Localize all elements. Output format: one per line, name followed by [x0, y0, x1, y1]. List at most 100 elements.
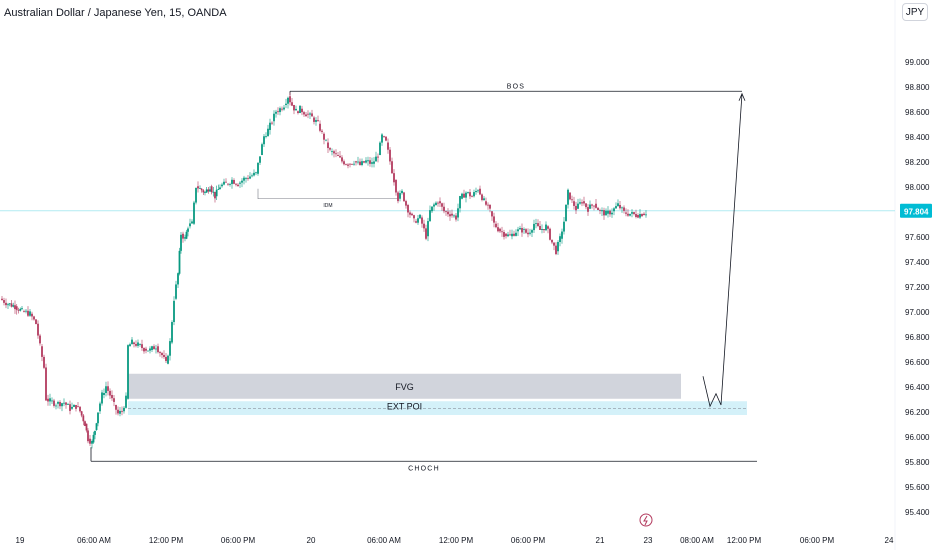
candle-body: [39, 335, 41, 344]
candle-body: [235, 183, 237, 185]
currency-button[interactable]: JPY: [902, 3, 928, 21]
candle-body: [169, 341, 171, 356]
candle-body: [645, 214, 647, 216]
candle-body: [147, 350, 149, 352]
candle-body: [589, 204, 591, 209]
time-tick-label: 19: [16, 536, 25, 545]
candle-body: [501, 231, 503, 233]
candle-body: [477, 190, 479, 192]
price-tick-label: 97.400: [905, 258, 930, 267]
candle-body: [491, 211, 493, 217]
candle-body: [519, 228, 521, 230]
candle-body: [103, 392, 105, 395]
candle-body: [537, 223, 539, 226]
candle-body: [301, 108, 303, 113]
candle-body: [29, 311, 31, 316]
candle-body: [619, 205, 621, 209]
candle-body: [109, 390, 111, 396]
candle-body: [437, 202, 439, 204]
candle-body: [407, 205, 409, 213]
candle-body: [485, 201, 487, 205]
candle-body: [323, 133, 325, 140]
candle-body: [471, 196, 473, 198]
candle-body: [115, 405, 117, 410]
candle-body: [355, 161, 357, 163]
candle-body: [529, 232, 531, 234]
candle-body: [385, 136, 387, 141]
candle-body: [279, 108, 281, 113]
candle-body: [65, 402, 67, 405]
candle-body: [447, 211, 449, 215]
candle-body: [413, 215, 415, 219]
candle-body: [10, 303, 13, 307]
candle-body: [449, 214, 451, 217]
candle-body: [465, 192, 467, 198]
bos-label: BOS: [507, 83, 525, 90]
candle-body: [131, 339, 133, 345]
candle-body: [47, 398, 49, 402]
chart-title: Australian Dollar / Japanese Yen, 15, OA…: [4, 7, 227, 19]
current-price-label: 97.804: [904, 207, 929, 216]
candle-body: [631, 212, 633, 214]
candle-body: [341, 157, 343, 162]
candle-body: [551, 239, 553, 243]
candle-body: [575, 205, 577, 211]
candle-body: [239, 182, 241, 184]
candle-body: [27, 310, 29, 316]
idm-line: [257, 188, 398, 200]
candle-body: [45, 367, 47, 401]
candle-body: [585, 203, 587, 208]
candle-body: [107, 386, 109, 391]
time-tick-label: 06:00 AM: [77, 536, 111, 545]
candle-body: [383, 136, 385, 138]
candle-body: [189, 223, 191, 227]
candle-body: [1, 298, 3, 301]
choch-label: CHOCH: [408, 465, 440, 472]
candle-body: [145, 348, 147, 351]
candle-body: [171, 322, 173, 343]
price-tick-label: 99.000: [905, 58, 930, 67]
candle-body: [217, 189, 220, 190]
candle-body: [8, 303, 11, 305]
candle-body: [243, 177, 245, 181]
candle-body: [635, 214, 637, 217]
candle-body: [467, 192, 469, 193]
candle-body: [271, 122, 273, 124]
candle-body: [611, 212, 613, 215]
candle-body: [325, 139, 327, 141]
price-tick-label: 95.800: [905, 458, 930, 467]
candle-body: [553, 242, 555, 246]
candle-body: [333, 151, 335, 154]
candle-body: [531, 230, 533, 233]
candle-body: [523, 229, 525, 231]
candle-body: [121, 410, 123, 412]
candle-body: [395, 180, 397, 193]
candle-body: [633, 212, 635, 215]
candle-body: [21, 308, 23, 310]
candle-body: [503, 231, 505, 237]
ext-poi-zone: [128, 401, 747, 415]
candle-body: [557, 242, 559, 252]
candle-body: [12, 305, 15, 307]
candle-body: [95, 423, 98, 430]
time-tick-label: 12:00 PM: [439, 536, 474, 545]
price-tick-label: 96.400: [905, 383, 930, 392]
candle-body: [215, 189, 218, 197]
candle-body: [305, 114, 307, 117]
price-tick-label: 96.000: [905, 433, 930, 442]
candle-body: [605, 210, 607, 216]
candle-body: [617, 203, 619, 207]
candle-body: [214, 191, 216, 199]
candle-body: [459, 196, 461, 209]
candle-body: [135, 344, 137, 346]
candle-body: [79, 406, 81, 412]
price-tick-label: 97.000: [905, 308, 930, 317]
candle-body: [381, 134, 383, 143]
candle-body: [451, 213, 453, 216]
candle-body: [99, 403, 101, 412]
candle-body: [639, 214, 641, 218]
candle-body: [415, 221, 417, 223]
candle-body: [525, 229, 527, 233]
